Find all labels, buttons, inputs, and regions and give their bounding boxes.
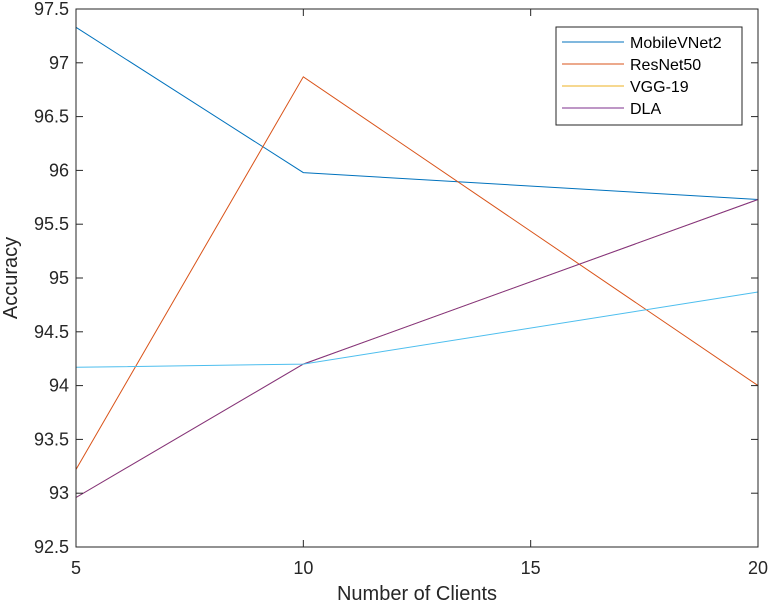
y-tick-label: 95.5: [34, 214, 69, 234]
legend: MobileVNet2 ResNet50 VGG-19 DLA: [555, 26, 743, 126]
series-layer: [75, 26, 759, 498]
y-tick-label: 93: [49, 483, 69, 503]
x-tick-label: 10: [293, 558, 313, 578]
y-tick-label: 96.5: [34, 107, 69, 127]
ticks-layer: 5 10 15 20 92.5 93 93.5 94 94.5 95 95.5 96 96.5 97 97.…: [34, 0, 768, 578]
y-tick-label: 97: [49, 53, 69, 73]
x-tick-label: 15: [521, 558, 541, 578]
x-axis-label: Number of Clients: [337, 583, 497, 603]
y-tick-label: 95: [49, 268, 69, 288]
legend-box: [555, 26, 743, 126]
legend-label: DLA: [630, 101, 661, 118]
legend-label: MobileVNet2: [630, 35, 722, 52]
y-tick-label: 94: [49, 376, 69, 396]
y-tick-label: 94.5: [34, 322, 69, 342]
y-tick-label: 97.5: [34, 0, 69, 19]
y-tick-label: 93.5: [34, 429, 69, 449]
legend-label: VGG-19: [630, 79, 689, 96]
legend-label: ResNet50: [630, 57, 701, 74]
series-line-series-5: [75, 291, 759, 368]
y-tick-label: 92.5: [34, 537, 69, 557]
series-line-mobilevnet2: [75, 26, 759, 200]
x-tick-label: 20: [748, 558, 768, 578]
y-tick-label: 96: [49, 160, 69, 180]
series-line-resnet50: [75, 76, 759, 470]
y-axis-label: Accuracy: [0, 237, 22, 319]
x-tick-label: 5: [71, 558, 81, 578]
